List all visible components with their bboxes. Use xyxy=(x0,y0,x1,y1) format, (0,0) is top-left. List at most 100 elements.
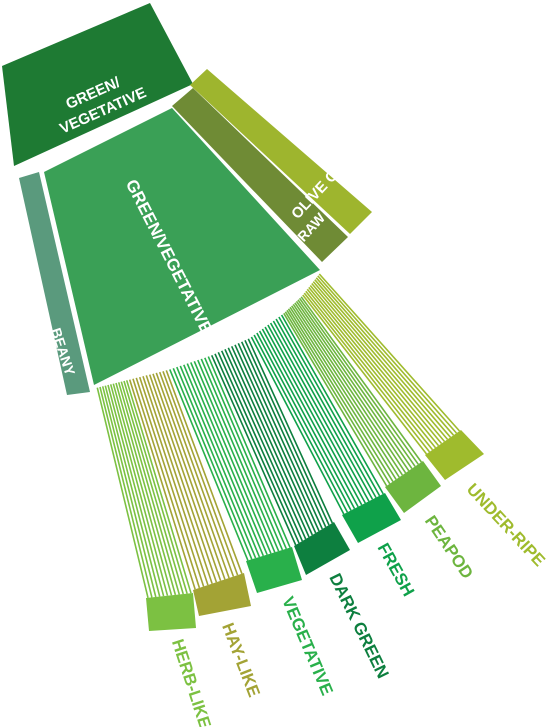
stripe-line-fresh xyxy=(258,330,356,509)
stripe-line-hay-like xyxy=(128,379,196,590)
stripe-line-vegetative xyxy=(179,365,261,558)
stripe-line-under-ripe xyxy=(317,275,458,434)
stripe-line-dark-green xyxy=(234,344,320,532)
stripe-line-hay-like xyxy=(148,374,222,582)
stripe-line-vegetative xyxy=(190,362,272,554)
stripe-line-under-ripe xyxy=(303,292,431,453)
stripe-line-herb-like xyxy=(115,382,177,596)
stripe-line-herb-like xyxy=(101,386,157,598)
stripe-line-herb-like xyxy=(109,384,169,596)
stripe-line-under-ripe xyxy=(315,277,455,436)
stripe-line-dark-green xyxy=(220,350,307,540)
segment-raw[interactable] xyxy=(172,88,348,262)
block-peapod[interactable] xyxy=(385,461,441,513)
stripe-line-vegetative xyxy=(204,357,288,550)
stripe-line-hay-like xyxy=(142,376,213,584)
block-under-ripe[interactable] xyxy=(425,430,484,480)
stripe-line-herb-like xyxy=(99,386,153,598)
stripe-line-fresh xyxy=(267,324,367,504)
stripe-line-fresh xyxy=(280,314,384,495)
stripe-line-hay-like xyxy=(132,378,201,589)
stripe-line-fresh xyxy=(250,336,345,515)
stripe-line-vegetative xyxy=(197,359,280,552)
stripe-line-under-ripe xyxy=(314,279,452,438)
stripe-line-herb-like xyxy=(104,385,161,597)
tier3-stripe-bands xyxy=(96,273,461,598)
stripe-line-herb-like xyxy=(125,380,192,594)
stripe-line-peapod xyxy=(289,306,400,478)
stripe-line-vegetative xyxy=(176,366,257,559)
stripe-line-fresh xyxy=(256,332,352,511)
stripe-line-peapod xyxy=(294,302,410,472)
label-fresh: FRESH xyxy=(374,540,419,600)
stripe-line-vegetative xyxy=(169,369,249,561)
label-peapod: PEAPOD xyxy=(421,512,477,582)
block-fresh[interactable] xyxy=(342,493,401,543)
stripe-line-under-ripe xyxy=(308,286,440,447)
stripe-line-under-ripe xyxy=(302,294,428,455)
stripe-line-dark-green xyxy=(217,351,304,542)
stripe-line-fresh xyxy=(261,328,359,508)
center-segment-green-vegetative[interactable] xyxy=(2,3,193,166)
stripe-line-fresh xyxy=(269,322,370,502)
stripe-line-herb-like xyxy=(112,383,173,596)
stripe-line-dark-green xyxy=(244,339,330,526)
label-hay-like: HAY-LIKE xyxy=(218,620,264,699)
stripe-line-hay-like xyxy=(138,376,209,586)
stripe-line-vegetative xyxy=(207,356,291,548)
stripe-line-peapod xyxy=(300,296,423,463)
stripe-line-fresh xyxy=(275,318,377,498)
label-vegetative: VEGETATIVE xyxy=(278,594,337,698)
stripe-line-under-ripe xyxy=(306,288,437,449)
stripe-line-vegetative xyxy=(186,363,268,555)
stripe-line-dark-green xyxy=(227,347,314,536)
stripe-line-hay-like xyxy=(152,373,226,580)
segment-beany[interactable] xyxy=(19,172,90,395)
stripe-line-dark-green xyxy=(214,353,300,544)
stripe-line-fresh xyxy=(253,334,349,513)
stripe-line-peapod xyxy=(298,297,419,465)
stripe-line-under-ripe xyxy=(309,284,443,445)
stripe-line-under-ripe xyxy=(318,273,461,432)
label-under-ripe: UNDER-RIPE xyxy=(463,480,547,570)
stripe-line-vegetative xyxy=(193,360,276,553)
stripe-line-hay-like xyxy=(135,377,205,587)
stripe-line-peapod xyxy=(291,305,404,476)
stripe-line-fresh xyxy=(264,326,363,506)
stripe-line-dark-green xyxy=(247,338,334,524)
stripe-line-fresh xyxy=(278,316,381,497)
stripe-line-hay-like xyxy=(158,371,235,577)
stripe-line-under-ripe xyxy=(312,281,449,440)
stripe-line-dark-green xyxy=(230,345,317,534)
stripe-line-fresh xyxy=(272,320,374,500)
stripe-line-vegetative xyxy=(200,358,284,551)
stripe-line-hay-like xyxy=(165,370,243,574)
stripe-line-herb-like xyxy=(120,381,184,595)
stripe-line-peapod xyxy=(287,308,397,480)
stripe-line-herb-like xyxy=(117,382,181,595)
stripe-line-herb-like xyxy=(107,384,165,597)
stripe-line-dark-green xyxy=(224,348,310,538)
stripe-line-peapod xyxy=(284,311,391,485)
stripe-line-dark-green xyxy=(210,354,297,546)
segment-green-vegetative[interactable] xyxy=(44,108,320,385)
block-vegetative[interactable] xyxy=(246,547,302,593)
stripe-line-peapod xyxy=(292,303,407,474)
segment-olive-oil[interactable] xyxy=(190,69,372,234)
block-dark-green[interactable] xyxy=(294,522,350,575)
stripe-line-peapod xyxy=(286,309,394,483)
stripe-line-hay-like xyxy=(162,371,239,576)
stripe-line-peapod xyxy=(297,299,416,467)
stripe-line-peapod xyxy=(295,300,413,470)
label-herb-like: HERB-LIKE xyxy=(168,637,215,727)
stripe-line-hay-like xyxy=(145,375,218,583)
stripe-line-vegetative xyxy=(183,364,265,557)
stripe-line-dark-green xyxy=(237,342,324,530)
stripe-line-herb-like xyxy=(123,380,188,594)
stripe-line-dark-green xyxy=(240,341,327,528)
stripe-line-under-ripe xyxy=(311,282,446,443)
block-hay-like[interactable] xyxy=(193,573,251,616)
block-herb-like[interactable] xyxy=(146,593,196,631)
stripe-line-herb-like xyxy=(96,387,149,598)
